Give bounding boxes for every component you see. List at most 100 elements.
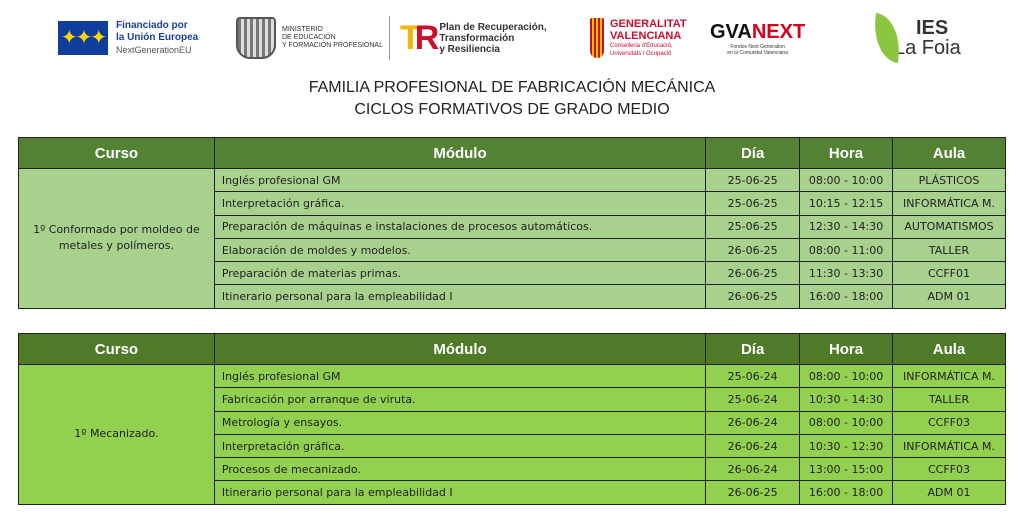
- generalitat-line2: VALENCIANA: [610, 30, 682, 42]
- page-title: FAMILIA PROFESIONAL DE FABRICACIÓN MECÁN…: [308, 79, 716, 96]
- table-row: Interpretación gráfica. 25-06-25 10:15 - 1…: [19, 191, 1007, 216]
- aula-cell: CCFF03: [892, 410, 1006, 435]
- aula-cell: INFORMÁTICA M.: [892, 433, 1006, 459]
- dia-cell: 25-06-25: [705, 167, 801, 193]
- header-0: Curso: [18, 137, 215, 169]
- table-row: Elaboración de moldes y modelos. 26-06-25…: [19, 237, 1007, 263]
- eu-flag-icon: ✦✦✦: [58, 21, 108, 55]
- aula-cell: TALLER: [891, 237, 1007, 263]
- ministerio-line2: DE EDUCACIÓN: [282, 34, 336, 41]
- table-row: Itinerario personal para la empleabilida…: [19, 284, 1007, 309]
- hora-cell: 10:30 - 14:30: [799, 387, 893, 412]
- ministerio-logo: MINISTERIO DE EDUCACIÓN Y FORMACIÓN PROFES…: [236, 12, 390, 64]
- table-row: 1º Mecanizado. Inglés profesional GM 25-06…: [18, 363, 1006, 505]
- ies-line2: La Foia: [894, 37, 961, 59]
- modulo-cell: Fabricación por arranque de viruta.: [213, 387, 707, 412]
- plan-recuperacion-logo: TR Plan de Recuperación, Transformación y …: [400, 12, 547, 64]
- exam-table-2: Curso Módulo Día Hora Aula 1º Mecanizado. Ingl…: [18, 333, 1006, 505]
- curso-cell: 1º Conformado por moldeo de metales y po…: [18, 168, 215, 309]
- aula-cell: CCFF03: [892, 457, 1006, 482]
- dia-cell: 26-06-25: [705, 284, 801, 309]
- dia-cell: 26-06-24: [705, 410, 801, 435]
- header-row: Curso Módulo Día Hora Aula: [18, 137, 1007, 169]
- modulo-cell: Itinerario personal para la empleabilida…: [213, 284, 707, 309]
- modulo-cell: Itinerario personal para la empleabilida…: [213, 480, 707, 505]
- hora-cell: 16:00 - 18:00: [799, 284, 893, 309]
- dia-cell: 26-06-24: [705, 433, 801, 459]
- plan-line2: Transformación: [439, 32, 515, 44]
- hora-cell: 08:00 - 10:00: [799, 363, 893, 389]
- header-4: Aula: [892, 333, 1006, 365]
- aula-cell: INFORMÁTICA M.: [891, 191, 1007, 216]
- aula-cell: ADM 01: [892, 480, 1006, 505]
- dia-cell: 25-06-24: [705, 387, 801, 412]
- tr-icon: TR: [400, 18, 439, 57]
- ies-line1: IES: [916, 17, 949, 39]
- header-4: Aula: [891, 137, 1007, 169]
- header-2: Día: [705, 333, 801, 365]
- header-1: Módulo: [213, 137, 707, 169]
- generalitat-line4: Universitats i Ocupació: [610, 51, 672, 57]
- eu-line1: Financiado por: [116, 20, 188, 31]
- aula-cell: ADM 01: [891, 284, 1007, 309]
- dia-cell: 25-06-25: [705, 191, 801, 216]
- aula-cell: INFORMÁTICA M.: [892, 363, 1006, 389]
- modulo-cell: Interpretación gráfica.: [213, 433, 707, 459]
- hora-cell: 16:00 - 18:00: [799, 480, 893, 505]
- exam-table-1: Curso Módulo Día Hora Aula 1º Conformado por …: [18, 137, 1007, 309]
- table-row: Preparación de materias primas. 26-06-25 1…: [19, 261, 1007, 286]
- modulo-cell: Preparación de materias primas.: [213, 261, 707, 286]
- coat-of-arms-icon: [236, 17, 276, 59]
- hora-cell: 11:30 - 13:30: [799, 261, 893, 286]
- dia-cell: 26-06-25: [705, 261, 801, 286]
- modulo-cell: Procesos de mecanizado.: [213, 457, 707, 482]
- dia-cell: 25-06-25: [705, 214, 801, 239]
- gvanext-b: NEXT: [751, 20, 806, 43]
- modulo-cell: Preparación de máquinas e instalaciones …: [213, 214, 707, 239]
- gvanext-line2: en la Comunitat Valenciana: [727, 49, 788, 56]
- eu-line3: NextGenerationEU: [116, 45, 192, 55]
- eu-line2: la Unión Europea: [116, 32, 199, 43]
- header-0: Curso: [18, 333, 215, 365]
- curso-cell: 1º Mecanizado.: [18, 364, 215, 505]
- hora-cell: 10:30 - 12:30: [799, 433, 893, 459]
- hora-cell: 13:00 - 15:00: [799, 457, 893, 482]
- header-3: Hora: [799, 333, 893, 365]
- modulo-cell: Inglés profesional GM: [213, 167, 707, 193]
- modulo-cell: Elaboración de moldes y modelos.: [213, 237, 707, 263]
- hora-cell: 08:00 - 10:00: [799, 410, 893, 435]
- plan-line1: Plan de Recuperación,: [439, 21, 547, 33]
- gvanext-a: GVA: [710, 20, 752, 43]
- gvanext-logo: GVANEXT Fondos Next Generation en la Comu…: [710, 12, 805, 64]
- header-2: Día: [705, 137, 801, 169]
- plan-line3: y Resiliencia: [439, 43, 500, 55]
- hora-cell: 08:00 - 10:00: [799, 167, 893, 193]
- generalitat-logo: GENERALITAT VALENCIANA Conselleria d'Educa…: [590, 12, 687, 64]
- header-1: Módulo: [213, 333, 707, 365]
- table-row: Preparación de máquinas e instalaciones …: [19, 214, 1007, 239]
- hora-cell: 12:30 - 14:30: [799, 214, 893, 239]
- modulo-cell: Inglés profesional GM: [213, 363, 707, 389]
- aula-cell: CCFF01: [891, 261, 1007, 286]
- aula-cell: AUTOMATISMOS: [891, 214, 1007, 239]
- dia-cell: 25-06-24: [705, 363, 801, 389]
- generalitat-shield-icon: [590, 18, 604, 58]
- dia-cell: 26-06-24: [705, 457, 801, 482]
- aula-cell: PLÁSTICOS: [891, 167, 1007, 193]
- dia-cell: 26-06-25: [705, 480, 801, 505]
- ministerio-line3: Y FORMACIÓN PROFESIONAL: [282, 42, 383, 49]
- generalitat-line3: Conselleria d'Educació,: [610, 43, 673, 49]
- gvanext-line1: Fondos Next Generation: [730, 43, 785, 50]
- modulo-cell: Interpretación gráfica.: [213, 191, 707, 216]
- dia-cell: 26-06-25: [705, 237, 801, 263]
- aula-cell: TALLER: [892, 387, 1006, 412]
- logo-bar: ✦✦✦ Financiado por la Unión Europea NextGe…: [0, 12, 1024, 64]
- table-row: Fabricación por arranque de viruta. 25-06…: [19, 387, 1006, 412]
- table-row: Itinerario personal para la empleabilida…: [19, 480, 1006, 505]
- eu-logo: ✦✦✦ Financiado por la Unión Europea NextGe…: [58, 12, 198, 64]
- generalitat-line1: GENERALITAT: [610, 18, 687, 30]
- table-row: 1º Conformado por moldeo de metales y po…: [18, 167, 1007, 309]
- header-row: Curso Módulo Día Hora Aula: [18, 333, 1006, 365]
- page-subtitle: CICLOS FORMATIVOS DE GRADO MEDIO: [354, 101, 670, 118]
- table-row: Interpretación gráfica. 26-06-24 10:30 - 1…: [19, 433, 1006, 459]
